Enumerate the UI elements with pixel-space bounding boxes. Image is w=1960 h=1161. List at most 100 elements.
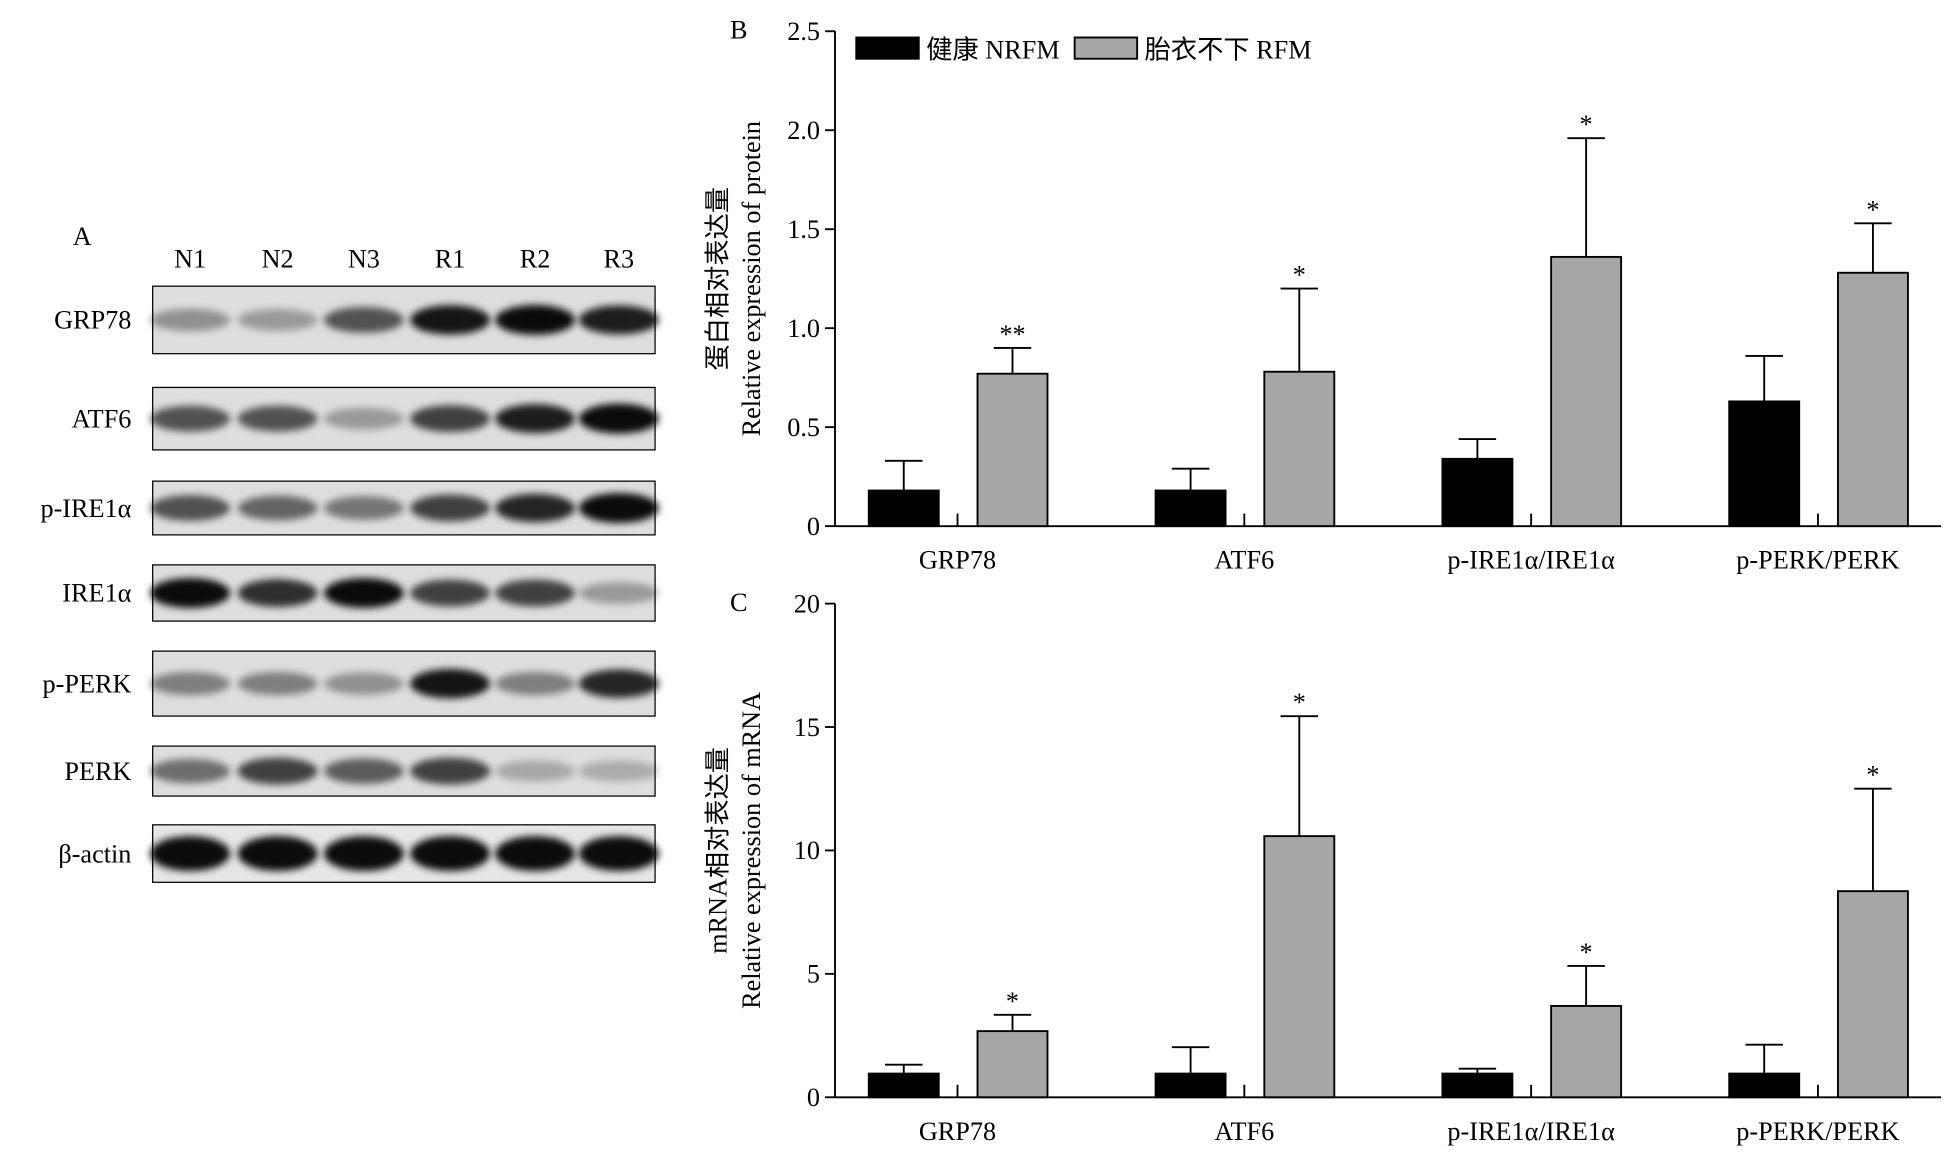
band	[410, 668, 491, 699]
band	[323, 672, 404, 695]
y-axis-label: mRNA相对表达量	[703, 747, 732, 954]
protein-label: PERK	[64, 757, 131, 786]
band	[578, 305, 659, 335]
x-tick-label: GRP78	[919, 546, 996, 575]
bar	[1837, 890, 1909, 1099]
significance: **	[999, 320, 1025, 349]
legend-swatch	[855, 36, 920, 60]
protein-label: IRE1α	[62, 579, 131, 608]
bar	[867, 489, 940, 528]
band	[237, 836, 318, 872]
x-tick-label: p-IRE1α/IRE1α	[1447, 1117, 1615, 1146]
lane-label: R2	[520, 244, 551, 273]
band	[495, 493, 576, 523]
y-tick-label: 2.0	[787, 116, 820, 145]
bar	[976, 1030, 1049, 1099]
significance: *	[1006, 987, 1019, 1016]
y-axis-label: Relative expression of protein	[737, 121, 766, 436]
band	[410, 836, 491, 872]
y-tick-label: 0.5	[787, 413, 820, 442]
band	[150, 308, 231, 332]
band	[150, 836, 231, 872]
band	[150, 671, 231, 696]
y-tick-label: 20	[794, 589, 820, 618]
y-tick-label: 1.5	[787, 215, 820, 244]
protein-label: p-IRE1α	[40, 494, 131, 523]
band	[410, 305, 491, 335]
x-tick-label: p-PERK/PERK	[1736, 546, 1899, 575]
lane-label: R1	[435, 244, 466, 273]
y-axis-label: Relative expression of mRNA	[737, 692, 766, 1009]
legend-label: 胎衣不下 RFM	[1145, 36, 1312, 65]
band	[495, 760, 576, 782]
band	[237, 579, 318, 607]
significance: *	[1293, 261, 1306, 290]
x-tick-label: ATF6	[1214, 546, 1274, 575]
bar	[867, 1072, 940, 1099]
band	[495, 579, 576, 607]
bar	[976, 372, 1049, 528]
bar	[1441, 1072, 1514, 1099]
band	[410, 579, 491, 607]
band	[323, 407, 404, 430]
band	[323, 496, 404, 521]
significance: *	[1866, 761, 1879, 790]
x-tick-label: p-PERK/PERK	[1736, 1117, 1899, 1146]
band	[150, 405, 231, 432]
band	[150, 758, 231, 784]
protein-label: p-PERK	[43, 669, 132, 698]
lane-label: N1	[174, 244, 206, 273]
significance: *	[1866, 195, 1879, 224]
band	[323, 306, 404, 333]
band	[237, 757, 318, 785]
legend-swatch	[1073, 36, 1139, 60]
y-tick-label: 0	[807, 1083, 820, 1112]
protein-label: β-actin	[58, 839, 131, 868]
lane-label: R3	[604, 244, 635, 273]
x-tick-label: p-IRE1α/IRE1α	[1447, 546, 1615, 575]
band	[410, 757, 491, 785]
bar	[1550, 255, 1623, 528]
band	[578, 581, 659, 604]
band	[323, 578, 404, 608]
band	[578, 493, 659, 524]
bar	[1441, 457, 1514, 528]
band	[323, 758, 404, 784]
band	[495, 836, 576, 872]
panel-label: B	[730, 16, 747, 45]
band	[578, 403, 659, 434]
band	[237, 495, 318, 521]
legend-label: 健康 NRFM	[926, 36, 1059, 65]
panel-label: C	[730, 588, 747, 617]
protein-label: ATF6	[72, 404, 132, 433]
band	[237, 405, 318, 432]
band	[578, 760, 659, 782]
band	[578, 836, 659, 872]
band	[495, 671, 576, 696]
band	[495, 404, 576, 434]
significance: *	[1580, 110, 1593, 139]
bar	[1263, 370, 1336, 528]
bar	[1154, 489, 1227, 528]
bar	[1728, 400, 1801, 528]
lane-label: N3	[348, 244, 380, 273]
x-tick-label: ATF6	[1214, 1117, 1274, 1146]
band	[410, 494, 491, 522]
bar	[1728, 1072, 1801, 1099]
y-tick-label: 10	[794, 836, 820, 865]
significance: *	[1580, 938, 1593, 967]
bar	[1837, 271, 1909, 528]
band	[150, 578, 231, 608]
band	[323, 836, 404, 872]
y-tick-label: 2.5	[787, 17, 820, 46]
band	[410, 405, 491, 433]
band	[237, 671, 318, 696]
panel-label: A	[73, 222, 92, 251]
y-tick-label: 1.0	[787, 314, 820, 343]
lane-label: N2	[262, 244, 294, 273]
significance: *	[1293, 688, 1306, 717]
band	[237, 308, 318, 331]
y-axis-label: 蛋白相对表达量	[703, 187, 732, 371]
band	[578, 669, 659, 698]
